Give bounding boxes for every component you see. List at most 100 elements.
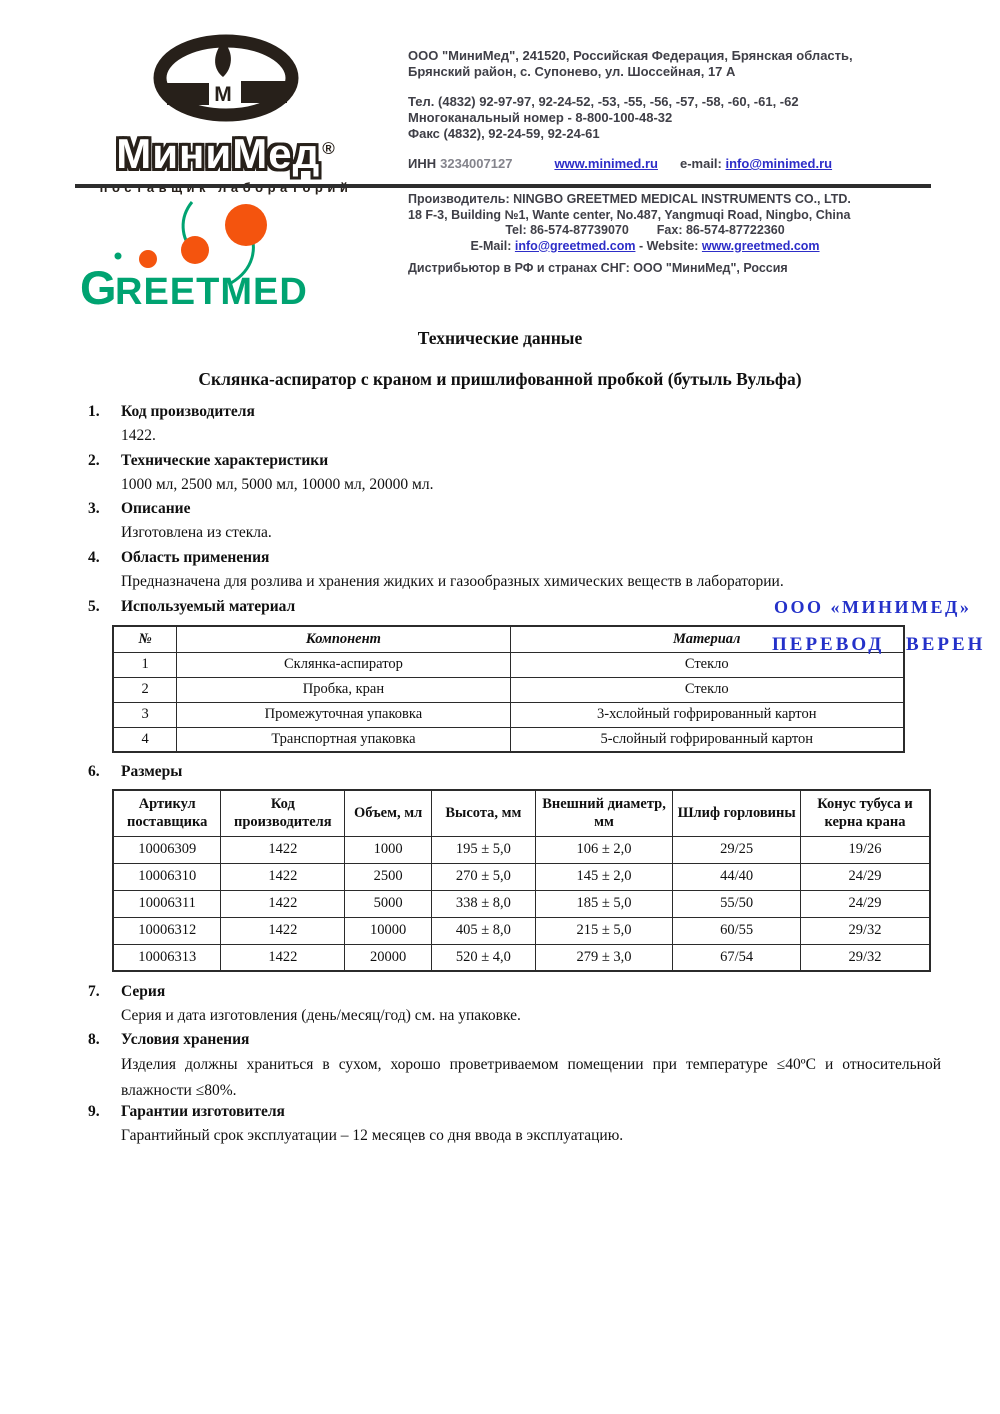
section-number: 4.	[88, 549, 100, 566]
section-heading: Технические характеристики	[121, 452, 329, 469]
svg-text:REETMED: REETMED	[115, 271, 308, 312]
table-cell: Транспортная упаковка	[176, 726, 511, 753]
section-heading: Область применения	[121, 549, 270, 566]
table-cell: 10006310	[112, 862, 222, 891]
table-cell: 29/32	[799, 943, 931, 972]
table-row: 4 Транспортная упаковка 5-слойный гофрир…	[112, 726, 905, 753]
supplier-address-line1: ООО "МиниМед", 241520, Российская Федера…	[408, 48, 853, 63]
table-cell: 106 ± 2,0	[534, 835, 674, 864]
section-heading: Код производителя	[121, 403, 255, 420]
table-cell: 215 ± 5,0	[534, 916, 674, 945]
column-header: Компонент	[176, 625, 511, 653]
table-cell: 60/55	[672, 916, 801, 945]
table-cell: 55/50	[672, 889, 801, 918]
table-cell: 145 ± 2,0	[534, 862, 674, 891]
inn-label: ИНН	[408, 156, 437, 171]
table-row: 10006313 1422 20000 520 ± 4,0 279 ± 3,0 …	[112, 943, 931, 972]
supplier-contact-block: ООО "МиниМед", 241520, Российская Федера…	[408, 48, 936, 172]
manufacturer-line2: 18 F-3, Building №1, Wante center, No.48…	[408, 207, 851, 222]
column-header: Шлиф горловины	[672, 789, 801, 837]
table-cell: 195 ± 5,0	[431, 835, 536, 864]
section-number: 8.	[88, 1031, 100, 1048]
supplier-multichannel-line: Многоканальный номер - 8-800-100-48-32	[408, 110, 673, 125]
table-cell: Стекло	[509, 676, 905, 703]
section-heading: Гарантии изготовителя	[121, 1103, 285, 1120]
greetmed-website-link[interactable]: www.greetmed.com	[701, 238, 820, 253]
inn-value: 3234007127	[440, 156, 513, 171]
section-heading: Условия хранения	[121, 1031, 250, 1048]
column-header: Артикул поставщика	[112, 789, 222, 837]
svg-text:М: М	[214, 83, 232, 106]
section-application: 4. Область применения Предназначена для …	[88, 548, 952, 592]
table-row: 10006309 1422 1000 195 ± 5,0 106 ± 2,0 2…	[112, 835, 931, 864]
table-cell: 185 ± 5,0	[534, 889, 674, 918]
column-header: №	[112, 625, 178, 653]
column-header: Объем, мл	[344, 789, 433, 837]
section-heading: Серия	[121, 983, 166, 1000]
table-cell: Стекло	[509, 651, 905, 678]
section-specifications: 2. Технические характеристики 1000 мл, 2…	[88, 451, 952, 495]
table-cell: 1422	[220, 862, 346, 891]
materials-table: № Компонент Материал 1 Склянка-аспиратор…	[112, 625, 905, 753]
table-cell: 10000	[344, 916, 433, 945]
section-body: Изготовлена из стекла.	[121, 524, 272, 541]
table-row: 1 Склянка-аспиратор Стекло	[112, 651, 905, 678]
manufacturer-line1: Производитель: NINGBO GREETMED MEDICAL I…	[408, 192, 851, 206]
section-number: 6.	[88, 763, 100, 780]
minimed-candle-icon: М	[153, 34, 299, 122]
table-cell: 338 ± 8,0	[431, 889, 536, 918]
section-storage: 8. Условия хранения Изделия должны храни…	[88, 1030, 952, 1104]
column-header: Конус тубуса и керна крана	[799, 789, 931, 837]
section-number: 3.	[88, 500, 100, 517]
website-separator: - Website:	[638, 238, 699, 253]
table-cell: 24/29	[799, 889, 931, 918]
table-cell: 5000	[344, 889, 433, 918]
section-heading: Описание	[121, 500, 191, 517]
section-body: Изделия должны храниться в сухом, хорошо…	[121, 1056, 941, 1099]
table-cell: 2500	[344, 862, 433, 891]
table-header-row: Артикул поставщика Код производителя Объ…	[112, 789, 931, 837]
section-heading: Размеры	[121, 763, 183, 780]
section-body: Серия и дата изготовления (день/месяц/го…	[121, 1007, 521, 1024]
greetmed-logo-graphic: G REETMED	[80, 201, 308, 314]
table-cell: 270 ± 5,0	[431, 862, 536, 891]
supplier-phone-line: Тел. (4832) 92-97-97, 92-24-52, -53, -55…	[408, 94, 799, 109]
table-row: 2 Пробка, кран Стекло	[112, 676, 905, 703]
table-cell: 67/54	[672, 943, 801, 972]
table-cell: 20000	[344, 943, 433, 972]
column-header: Код производителя	[220, 789, 346, 837]
section-body: Предназначена для розлива и хранения жид…	[121, 573, 784, 590]
section-series: 7. Серия Серия и дата изготовления (день…	[88, 982, 952, 1026]
table-cell: Склянка-аспиратор	[176, 651, 511, 678]
column-header: Материал	[509, 625, 905, 653]
table-cell: 405 ± 8,0	[431, 916, 536, 945]
table-row: 3 Промежуточная упаковка 3-хслойный гофр…	[112, 701, 905, 728]
table-cell: 10006312	[112, 916, 222, 945]
minimed-website-link[interactable]: www.minimed.ru	[554, 156, 658, 171]
section-material: 5. Используемый материал	[88, 597, 952, 617]
greetmed-email-label: E-Mail:	[470, 238, 512, 253]
section-body: 1422.	[121, 427, 156, 444]
email-label: e-mail:	[679, 156, 722, 171]
table-cell: 29/32	[799, 916, 931, 945]
section-heading: Используемый материал	[121, 598, 296, 615]
header-divider	[75, 184, 931, 188]
section-description: 3. Описание Изготовлена из стекла.	[88, 499, 952, 543]
table-cell: Пробка, кран	[176, 676, 511, 703]
section-body: Гарантийный срок эксплуатации – 12 месяц…	[121, 1127, 624, 1144]
product-title: Склянка-аспиратор с краном и пришлифован…	[198, 369, 802, 389]
page-title: Технические данные	[417, 328, 583, 348]
translation-stamp-certified: ПЕРЕВОД ВЕРЕН	[772, 634, 986, 655]
table-cell: 10006313	[112, 943, 222, 972]
table-header-row: № Компонент Материал	[112, 625, 905, 653]
greetmed-email-link[interactable]: info@greetmed.com	[514, 238, 636, 253]
sizes-table: Артикул поставщика Код производителя Объ…	[112, 789, 931, 972]
table-cell: 3-хслойный гофрированный картон	[509, 701, 905, 728]
minimed-email-link[interactable]: info@minimed.ru	[725, 156, 833, 171]
table-cell: 1	[112, 651, 178, 678]
table-cell: 19/26	[799, 835, 931, 864]
table-cell: 10006311	[112, 889, 222, 918]
table-cell: 520 ± 4,0	[431, 943, 536, 972]
table-cell: 24/29	[799, 862, 931, 891]
supplier-address-line2: Брянский район, с. Супонево, ул. Шоссейн…	[408, 64, 736, 79]
